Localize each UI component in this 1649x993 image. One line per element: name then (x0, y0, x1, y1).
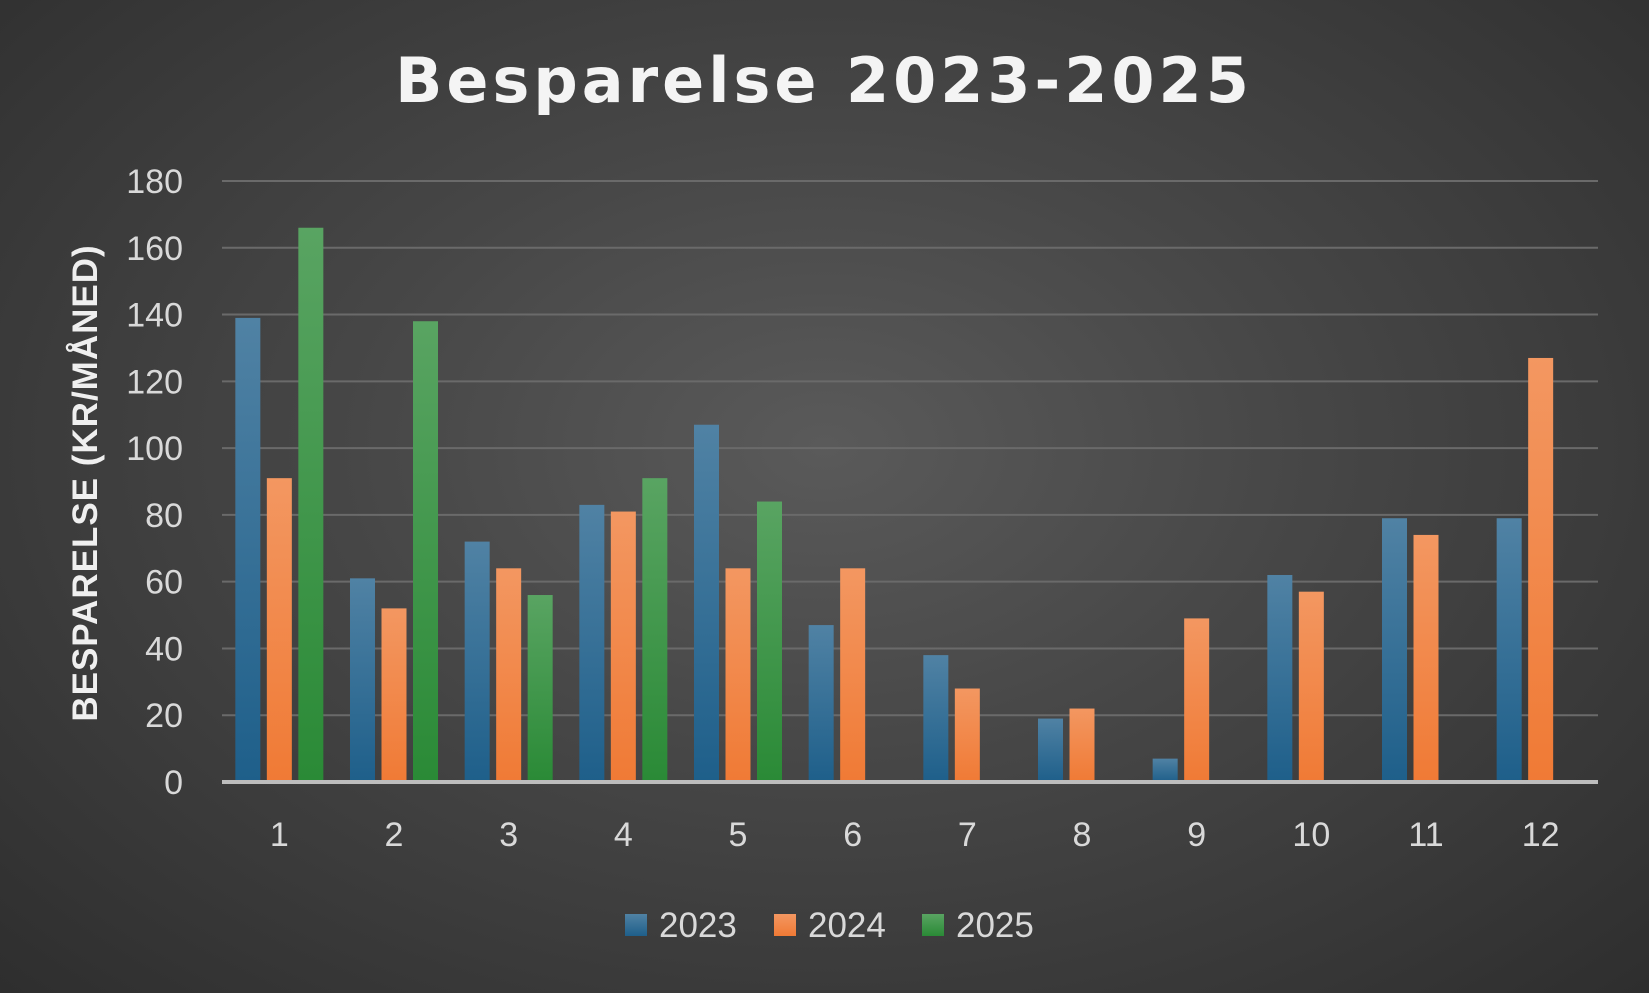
y-tick-label: 160 (126, 230, 183, 268)
legend-swatch (625, 914, 647, 936)
bars (235, 227, 1554, 782)
y-tick-label: 180 (126, 163, 183, 201)
x-tick-label: 10 (1292, 816, 1330, 854)
y-tick-label: 120 (126, 363, 183, 401)
bar-2024-6 (840, 568, 866, 782)
bar-2023-10 (1267, 574, 1293, 782)
x-tick-label: 7 (958, 816, 977, 854)
legend-item-2024: 2024 (774, 906, 886, 945)
x-tick-label: 8 (1073, 816, 1092, 854)
bar-2024-4 (610, 511, 636, 782)
x-tick-label: 6 (843, 816, 862, 854)
bar-2025-3 (527, 595, 553, 782)
legend-label: 2023 (659, 906, 737, 945)
y-tick-label: 80 (145, 497, 183, 535)
bar-2024-2 (381, 608, 407, 782)
bar-2023-7 (923, 655, 949, 782)
bar-2024-3 (496, 568, 522, 782)
bar-2023-5 (694, 424, 719, 782)
y-axis-label: BESPARELSE (KR/MÅNED) (65, 244, 105, 721)
bar-2024-1 (266, 478, 292, 782)
x-tick-label: 1 (270, 816, 289, 854)
x-tick-label: 11 (1408, 816, 1443, 854)
bar-2023-6 (808, 625, 834, 782)
bar-2023-3 (464, 541, 490, 782)
bar-2024-8 (1069, 708, 1095, 782)
bar-2023-11 (1382, 518, 1407, 782)
bar-2024-7 (954, 688, 980, 782)
y-tick-label: 20 (145, 697, 183, 735)
y-axis-ticks: 0 20 40 60 80 100 120 140 160 180 (126, 163, 183, 802)
bar-2024-11 (1413, 534, 1439, 782)
bar-2023-9 (1152, 758, 1178, 782)
y-tick-label: 40 (145, 630, 183, 668)
x-tick-label: 4 (614, 816, 633, 854)
legend: 2023 2024 2025 (625, 906, 1034, 945)
x-tick-label: 9 (1187, 816, 1206, 854)
gridlines (222, 180, 1598, 717)
x-tick-label: 3 (499, 816, 518, 854)
legend-item-2025: 2025 (922, 906, 1034, 945)
bar-2024-12 (1528, 357, 1554, 782)
x-axis-ticks: 1 2 3 4 5 6 7 8 9 10 11 12 (270, 816, 1560, 854)
bar-2023-1 (235, 317, 261, 782)
bar-2023-12 (1496, 518, 1522, 782)
bar-2023-4 (579, 504, 605, 782)
bar-2025-2 (413, 321, 438, 782)
x-tick-label: 2 (385, 816, 404, 854)
bar-2025-1 (298, 227, 324, 782)
y-tick-label: 140 (126, 297, 183, 335)
x-tick-label: 5 (729, 816, 748, 854)
bar-2023-8 (1038, 718, 1063, 782)
legend-label: 2024 (808, 906, 886, 945)
bar-2025-5 (757, 501, 782, 782)
bar-2024-5 (725, 568, 751, 782)
legend-item-2023: 2023 (625, 906, 737, 945)
bar-2024-9 (1184, 618, 1210, 782)
x-tick-label: 12 (1522, 816, 1560, 854)
legend-swatch (922, 914, 944, 936)
y-tick-label: 0 (164, 764, 183, 802)
bar-2023-2 (350, 578, 375, 782)
legend-swatch (774, 914, 796, 936)
y-tick-label: 100 (126, 430, 183, 468)
y-tick-label: 60 (145, 564, 183, 602)
bar-2024-10 (1298, 591, 1324, 782)
bar-2025-4 (642, 478, 668, 782)
chart-title: Besparelse 2023-2025 (395, 44, 1253, 117)
legend-label: 2025 (956, 906, 1034, 945)
